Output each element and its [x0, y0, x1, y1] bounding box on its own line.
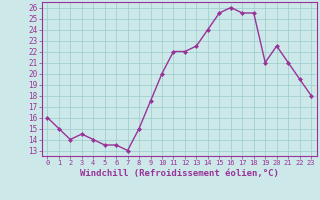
X-axis label: Windchill (Refroidissement éolien,°C): Windchill (Refroidissement éolien,°C) [80, 169, 279, 178]
